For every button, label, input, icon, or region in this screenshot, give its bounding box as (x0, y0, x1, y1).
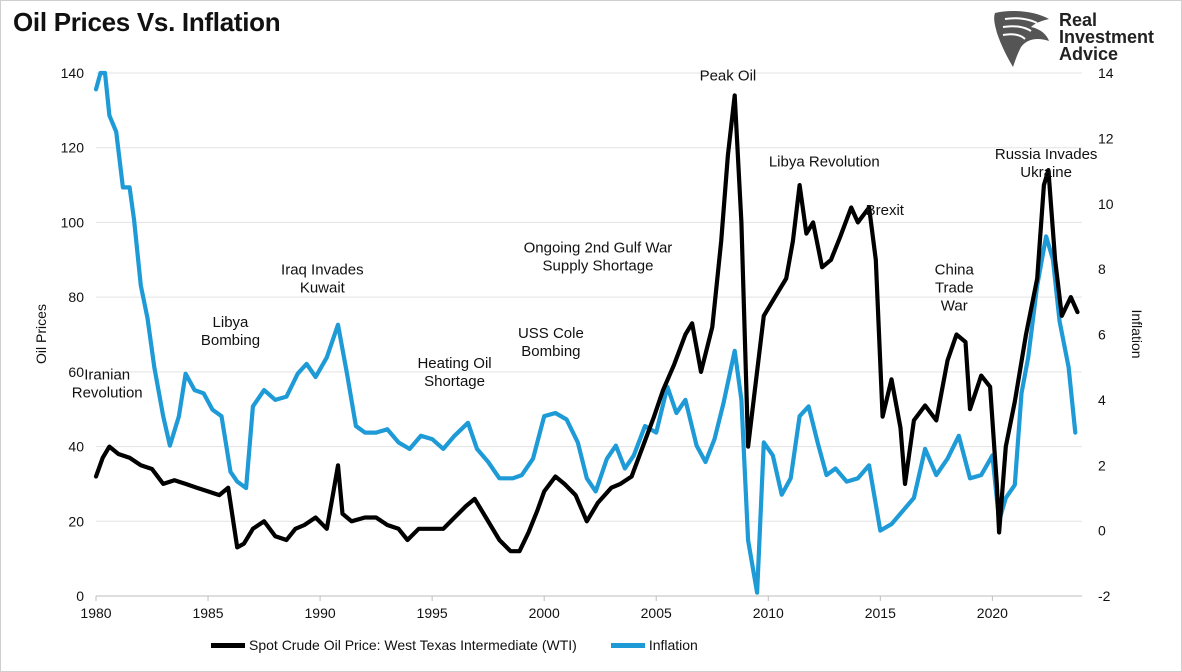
annotation-label: Libya Bombing (201, 314, 260, 349)
logo-text: Real Investment Advice (1059, 10, 1155, 64)
y-tick-label: 40 (68, 439, 84, 455)
eagle-logo-icon (994, 11, 1049, 67)
annotation-label: Peak Oil (700, 67, 757, 84)
legend-label-wti: Spot Crude Oil Price: West Texas Interme… (249, 637, 577, 653)
logo-line-3: Advice (1059, 44, 1119, 64)
y-tick-label: 140 (61, 65, 85, 81)
y2-tick-label: -2 (1098, 588, 1111, 604)
x-tick-label: 2005 (641, 605, 672, 621)
y-tick-label: 60 (68, 364, 84, 380)
legend-item-wti: Spot Crude Oil Price: West Texas Interme… (211, 637, 577, 653)
y2-tick-label: 14 (1098, 65, 1114, 81)
annotation-label: Brexit (866, 202, 905, 219)
legend-swatch-inflation (610, 642, 645, 648)
annotation-label: Iranian Revolution (72, 366, 143, 401)
annotation-layer: Iranian Revolution Libya Bombing Iraq Invade… (72, 67, 1098, 401)
x-tick-label: 1990 (305, 605, 336, 621)
legend-item-inflation: Inflation (610, 637, 698, 653)
annotation-label: Iraq Invades Kuwait (281, 262, 364, 297)
annotation-label: Russia Invades Ukraine (995, 146, 1098, 181)
legend-label-inflation: Inflation (648, 637, 698, 653)
x-tick-label: 1980 (80, 605, 111, 621)
annotation-label: China Trade War (935, 262, 975, 315)
annotation-label: Libya Revolution (769, 153, 880, 170)
series-line-wti (93, 93, 1080, 554)
y2-tick-label: 10 (1098, 196, 1114, 212)
y2-tick-label: 4 (1098, 392, 1106, 408)
series-layer (93, 70, 1080, 595)
chart-title: Oil Prices Vs. Inflation (13, 7, 281, 37)
y2-tick-label: 0 (1098, 523, 1106, 539)
logo-line-1: Real (1059, 10, 1098, 30)
series-line-inflation (93, 70, 1078, 595)
y2-tick-label: 12 (1098, 130, 1114, 146)
y-tick-label: 100 (61, 214, 85, 230)
y2-tick-label: 2 (1098, 457, 1106, 473)
y-tick-label: 120 (61, 140, 85, 156)
annotation-label: Ongoing 2nd Gulf War Supply Shortage (524, 239, 673, 274)
legend: Spot Crude Oil Price: West Texas Interme… (211, 635, 732, 655)
x-tick-label: 1995 (417, 605, 448, 621)
legend-swatch-wti (211, 642, 245, 648)
y2-axis-label: Inflation (1129, 309, 1145, 358)
y-tick-label: 0 (76, 588, 84, 604)
x-tick-label: 1985 (192, 605, 223, 621)
logo-line-2: Investment (1059, 27, 1155, 47)
y-axis-label: Oil Prices (33, 304, 49, 364)
x-tick-label: 2020 (977, 605, 1008, 621)
y2-tick-label: 6 (1098, 327, 1106, 343)
y-tick-label: 20 (68, 513, 84, 529)
y-tick-label: 80 (68, 289, 84, 305)
x-tick-label: 2015 (865, 605, 896, 621)
x-tick-label: 2010 (753, 605, 784, 621)
annotation-label: USS Cole Bombing (518, 325, 584, 360)
x-tick-label: 2000 (529, 605, 560, 621)
annotation-label: Heating Oil Shortage (417, 355, 491, 390)
tick-layer: 0 20 40 60 80 100 120 140 -2 0 2 4 6 8 10 12 14 1980 1985 1… (61, 65, 1114, 621)
y2-tick-label: 8 (1098, 261, 1106, 277)
